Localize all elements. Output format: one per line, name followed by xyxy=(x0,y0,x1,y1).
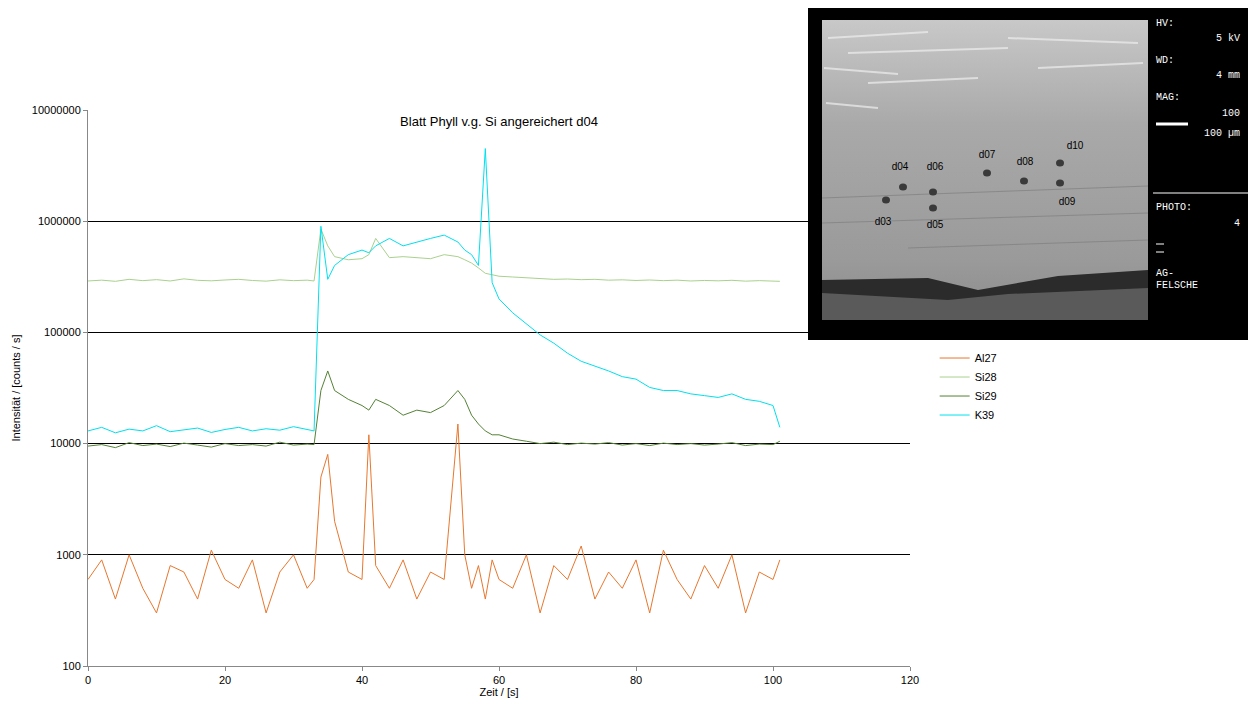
svg-text:4 mm: 4 mm xyxy=(1216,70,1240,81)
svg-text:10000000: 10000000 xyxy=(32,104,81,116)
svg-text:10000: 10000 xyxy=(50,437,81,449)
svg-text:60: 60 xyxy=(493,674,505,686)
svg-text:PHOTO:: PHOTO: xyxy=(1156,202,1192,213)
svg-text:40: 40 xyxy=(356,674,368,686)
svg-text:120: 120 xyxy=(901,674,919,686)
svg-text:d03: d03 xyxy=(875,216,892,227)
svg-text:80: 80 xyxy=(630,674,642,686)
svg-text:Al27: Al27 xyxy=(975,352,997,364)
svg-text:HV:: HV: xyxy=(1156,18,1174,29)
svg-text:0: 0 xyxy=(85,674,91,686)
svg-text:d09: d09 xyxy=(1059,196,1076,207)
svg-text:d06: d06 xyxy=(927,161,944,172)
svg-text:100000: 100000 xyxy=(44,326,81,338)
svg-text:Si28: Si28 xyxy=(975,371,997,383)
svg-text:Intensität / [counts / s]: Intensität / [counts / s] xyxy=(10,335,22,442)
svg-text:K39: K39 xyxy=(975,409,995,421)
svg-text:4: 4 xyxy=(1234,218,1240,229)
svg-text:Zeit / [s]: Zeit / [s] xyxy=(479,686,518,698)
svg-text:d08: d08 xyxy=(1017,156,1034,167)
svg-text:FELSCHE: FELSCHE xyxy=(1156,280,1198,291)
svg-text:20: 20 xyxy=(219,674,231,686)
svg-text:MAG:: MAG: xyxy=(1156,92,1180,103)
svg-text:100 µm: 100 µm xyxy=(1204,128,1240,139)
svg-text:d07: d07 xyxy=(979,149,996,160)
svg-text:Si29: Si29 xyxy=(975,390,997,402)
svg-text:AG-: AG- xyxy=(1156,268,1174,279)
svg-text:5 kV: 5 kV xyxy=(1216,33,1240,44)
svg-text:1000: 1000 xyxy=(56,549,80,561)
svg-text:d05: d05 xyxy=(927,219,944,230)
svg-text:Blatt Phyll v.g. Si angereiche: Blatt Phyll v.g. Si angereichert d04 xyxy=(400,114,598,129)
svg-text:d10: d10 xyxy=(1067,140,1084,151)
svg-text:1000000: 1000000 xyxy=(38,215,81,227)
svg-text:100: 100 xyxy=(1222,108,1240,119)
svg-text:WD:: WD: xyxy=(1156,55,1174,66)
svg-text:100: 100 xyxy=(764,674,782,686)
svg-text:100: 100 xyxy=(62,660,80,672)
svg-text:d04: d04 xyxy=(892,161,909,172)
